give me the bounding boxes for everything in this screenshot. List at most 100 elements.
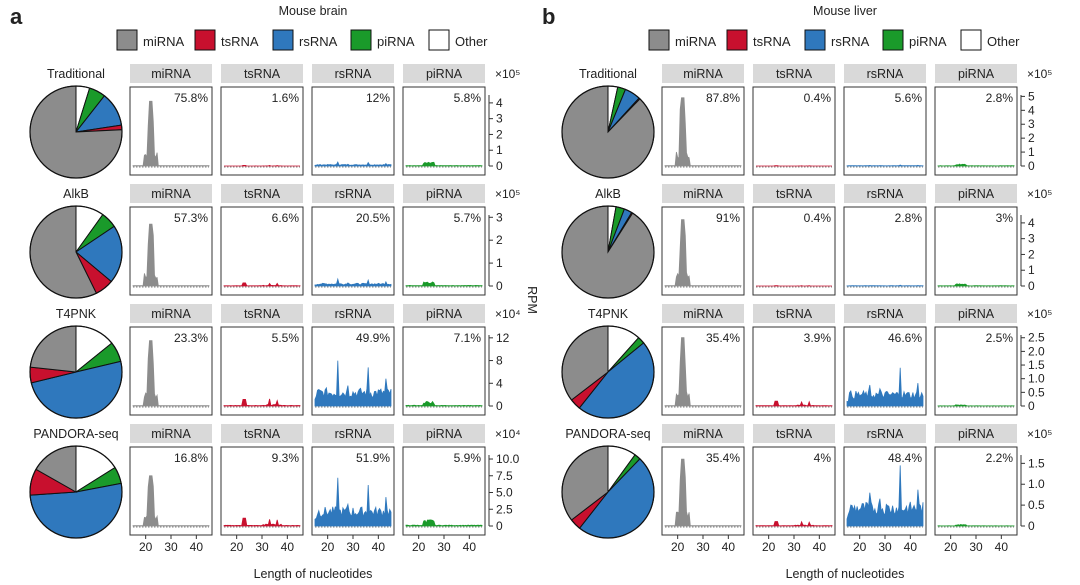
facet-label-mirna: miRNA [683, 307, 723, 321]
method-label: T4PNK [56, 307, 97, 321]
facet-plot-box [402, 326, 486, 416]
facet-plot-box [220, 446, 304, 536]
facet-strip-rsrna [844, 184, 926, 203]
facet-label-tsrna: tsRNA [244, 187, 281, 201]
percentage-label-mirna: 16.8% [174, 451, 208, 465]
legend-label-other: Other [455, 34, 488, 49]
y-tick-label: 3 [496, 210, 503, 224]
percentage-label-tsrna: 0.4% [804, 211, 832, 225]
y-tick-label: 0 [496, 159, 503, 173]
histogram-mirna [664, 337, 742, 407]
facet-label-pirna: piRNA [958, 307, 995, 321]
y-tick-label: 2 [1028, 247, 1035, 261]
y-tick-label: 1.5 [1028, 358, 1045, 372]
histogram-mirna [664, 458, 742, 527]
histogram-tsrna [223, 282, 301, 287]
facet-strip-rsrna [312, 424, 394, 443]
facet-label-tsrna: tsRNA [776, 427, 813, 441]
histogram-mirna [132, 100, 210, 167]
facet-plot-box [311, 86, 395, 176]
histogram-rsrna [846, 164, 924, 167]
percentage-label-rsrna: 5.6% [895, 91, 923, 105]
x-tick-label: 20 [139, 540, 153, 554]
facet-strip-tsrna [753, 184, 835, 203]
facet-label-mirna: miRNA [151, 307, 191, 321]
method-label: PANDORA-seq [33, 427, 118, 441]
row-traditional: Traditional miRNA 75.8% tsRNA 1.6% rsRNA 12% pi… [29, 64, 520, 179]
row-alkb: AlkB miRNA 57.3% tsRNA 6.6% rsRNA 20.5% piRNA 5.… [29, 184, 520, 299]
legend-swatch-other [428, 29, 450, 51]
facet-label-rsrna: rsRNA [867, 307, 904, 321]
y-tick-label: 1 [496, 256, 503, 270]
y-axis: 0 4 8 12 ×10⁴ [488, 307, 521, 413]
percentage-label-mirna: 57.3% [174, 211, 208, 225]
method-label: AlkB [595, 187, 621, 201]
y-tick-label: 7.5 [496, 469, 513, 483]
pie-chart [561, 325, 655, 419]
y-tick-label: 0 [1028, 519, 1035, 533]
percentage-label-mirna: 75.8% [174, 91, 208, 105]
y-axis: 0 0.5 1.0 1.5 ×10⁵ [1020, 427, 1052, 533]
facet-plot-box [220, 206, 304, 296]
row-traditional: Traditional miRNA 87.8% tsRNA 0.4% rsRNA 5.6% p… [561, 64, 1052, 179]
y-tick-label: 1.0 [1028, 477, 1045, 491]
facet-strip-tsrna [753, 424, 835, 443]
y-exponent-label: ×10⁴ [495, 427, 521, 441]
facet-strip-pirna [935, 184, 1017, 203]
facet-strip-tsrna [221, 424, 303, 443]
facet-strip-mirna [662, 304, 744, 323]
y-axis: 0 1 2 3 ×10⁵ [488, 187, 520, 293]
legend-swatch-mirna [116, 29, 138, 51]
histogram-pirna [937, 404, 1015, 407]
pie-slice-mirna [29, 325, 77, 373]
facet-plot-box [752, 206, 836, 296]
histogram-mirna [132, 223, 210, 287]
pie-outline [561, 325, 655, 419]
percentage-label-tsrna: 9.3% [272, 451, 300, 465]
y-tick-label: 5 [1028, 89, 1035, 103]
facet-label-rsrna: rsRNA [335, 307, 372, 321]
percentage-label-mirna: 35.4% [706, 331, 740, 345]
x-tick-label: 40 [372, 540, 386, 554]
x-axis-title: Length of nucleotides [786, 567, 905, 581]
x-tick-label: 30 [164, 540, 178, 554]
facet-plot-box [220, 86, 304, 176]
percentage-label-rsrna: 20.5% [356, 211, 390, 225]
method-label: PANDORA-seq [565, 427, 650, 441]
x-tick-label: 20 [671, 540, 685, 554]
x-tick-label: 30 [255, 540, 269, 554]
percentage-label-rsrna: 49.9% [356, 331, 390, 345]
x-tick-label: 30 [437, 540, 451, 554]
y-exponent-label: ×10⁵ [495, 187, 520, 201]
legend-label-mirna: miRNA [675, 34, 716, 49]
legend-label-other: Other [987, 34, 1020, 49]
histogram-pirna [937, 283, 1015, 287]
legend-swatch-mirna [648, 29, 670, 51]
legend: miRNA tsRNA rsRNA piRNA Other [648, 29, 1020, 51]
facet-label-rsrna: rsRNA [335, 427, 372, 441]
legend-swatch-other [960, 29, 982, 51]
facet-strip-pirna [403, 424, 485, 443]
facet-plot-box [402, 206, 486, 296]
y-tick-label: 0 [1028, 399, 1035, 413]
histogram-tsrna [755, 400, 833, 407]
pie-chart [561, 445, 655, 539]
legend-label-pirna: piRNA [909, 34, 947, 49]
facet-strip-rsrna [312, 304, 394, 323]
facet-label-tsrna: tsRNA [776, 187, 813, 201]
x-tick-label: 40 [190, 540, 204, 554]
panel-letter: a [10, 4, 23, 29]
percentage-label-tsrna: 6.6% [272, 211, 300, 225]
facet-label-mirna: miRNA [683, 187, 723, 201]
facet-plot-box [402, 86, 486, 176]
y-tick-label: 0 [496, 279, 503, 293]
panel-b: b Mouse liver miRNA tsRNA rsRNA piRNA Other Tra… [542, 4, 1052, 581]
pie-outline [29, 205, 123, 299]
y-tick-label: 4 [1028, 103, 1035, 117]
panel-a: a Mouse brain miRNA tsRNA rsRNA piRNA Other Tra… [10, 4, 539, 581]
legend-swatch-rsrna [804, 29, 826, 51]
y-tick-label: 12 [496, 331, 510, 345]
percentage-label-pirna: 2.2% [986, 451, 1014, 465]
